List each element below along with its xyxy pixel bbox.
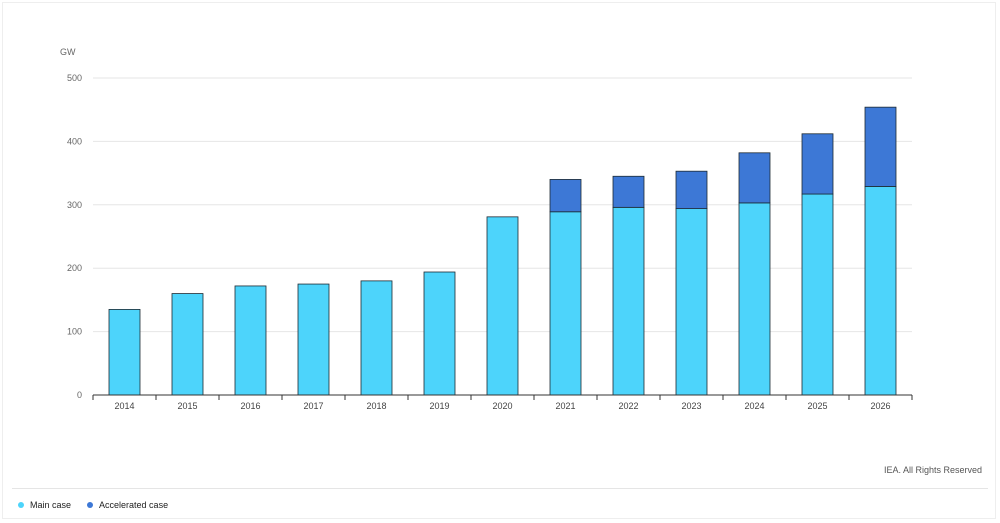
credit-text: IEA. All Rights Reserved xyxy=(883,465,982,475)
legend: Main case Accelerated case xyxy=(18,500,168,510)
legend-swatch-accelerated-case xyxy=(87,502,94,508)
x-tick-label-2022: 2022 xyxy=(618,401,638,411)
x-tick-label-2021: 2021 xyxy=(555,401,575,411)
y-tick-label-400: 400 xyxy=(67,136,82,146)
y-tick-label-300: 300 xyxy=(67,200,82,210)
legend-swatch-main-case xyxy=(18,502,24,508)
x-tick-label-2015: 2015 xyxy=(177,401,197,411)
legend-divider xyxy=(12,488,988,489)
x-tick-label-2020: 2020 xyxy=(492,401,512,411)
bar-main-2017 xyxy=(297,283,330,396)
bar-main-2025 xyxy=(801,193,834,396)
x-tick-label-2026: 2026 xyxy=(870,401,890,411)
bar-main-2019 xyxy=(423,271,456,396)
x-tick-label-2016: 2016 xyxy=(240,401,260,411)
legend-item-accelerated-case[interactable]: Accelerated case xyxy=(87,500,168,510)
bar-accelerated-2024 xyxy=(738,152,771,204)
x-tick-label-2014: 2014 xyxy=(114,401,134,411)
y-unit-label: GW xyxy=(60,47,76,57)
bar-main-2020 xyxy=(486,216,519,396)
bar-main-2026 xyxy=(864,186,897,396)
x-tick-label-2019: 2019 xyxy=(429,401,449,411)
y-tick-label-200: 200 xyxy=(67,263,82,273)
bar-accelerated-2022 xyxy=(612,175,645,208)
bar-main-2023 xyxy=(675,208,708,396)
bar-main-2022 xyxy=(612,206,645,396)
x-tick-label-2024: 2024 xyxy=(744,401,764,411)
x-tick-label-2017: 2017 xyxy=(303,401,323,411)
bar-accelerated-2025 xyxy=(801,133,834,195)
x-tick-label-2025: 2025 xyxy=(807,401,827,411)
bar-main-2014 xyxy=(108,309,141,396)
bar-accelerated-2026 xyxy=(864,106,897,187)
y-tick-label-100: 100 xyxy=(67,327,82,337)
legend-item-main-case[interactable]: Main case xyxy=(18,500,71,510)
bar-accelerated-2023 xyxy=(675,170,708,210)
bar-main-2021 xyxy=(549,211,582,396)
bar-main-2018 xyxy=(360,280,393,396)
x-tick-label-2018: 2018 xyxy=(366,401,386,411)
bar-main-2015 xyxy=(171,293,204,396)
legend-label-main-case: Main case xyxy=(30,500,72,510)
y-tick-label-0: 0 xyxy=(77,390,82,400)
bar-accelerated-2021 xyxy=(549,179,582,213)
bar-main-2016 xyxy=(234,285,267,396)
legend-label-accelerated-case: Accelerated case xyxy=(99,500,169,510)
y-tick-label-500: 500 xyxy=(67,73,82,83)
bar-main-2024 xyxy=(738,202,771,396)
x-tick-label-2023: 2023 xyxy=(681,401,701,411)
